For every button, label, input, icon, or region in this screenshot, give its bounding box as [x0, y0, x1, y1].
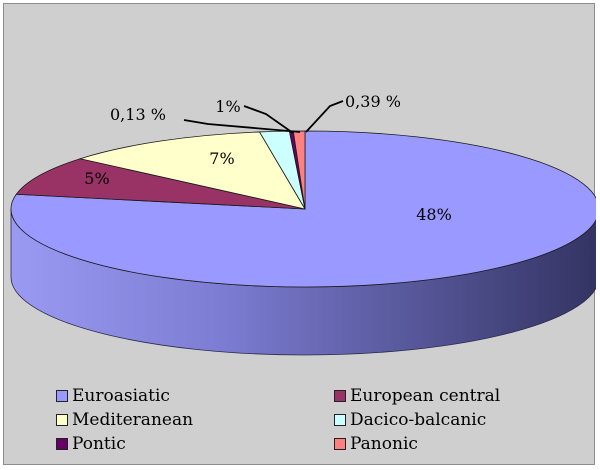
leader-line-panonic	[305, 100, 344, 133]
data-label-dacico-balcanic: 1%	[215, 97, 240, 116]
pie-slice-mediteranean	[78, 131, 306, 210]
legend-item-panonic: Panonic	[334, 433, 574, 454]
legend-swatch	[56, 389, 68, 402]
legend-label: Mediteranean	[72, 409, 194, 430]
legend-item-pontic: Pontic	[56, 433, 334, 454]
data-label-panonic: 0,39 %	[345, 92, 401, 111]
pie-slice-european-central	[15, 158, 306, 210]
legend-label: European central	[350, 385, 501, 406]
legend-item-euroasiatic: Euroasiatic	[56, 385, 334, 406]
legend-label: Dacico-balcanic	[350, 409, 487, 430]
pie-chart: 48% 5% 7% 1% 0,13 % 0,39 %	[10, 92, 596, 356]
data-label-euroasiatic: 48%	[416, 205, 452, 224]
legend-swatch	[56, 437, 68, 450]
data-label-european-central: 5%	[84, 169, 109, 188]
chart-area: 48% 5% 7% 1% 0,13 % 0,39 % Euroasiatic Europe…	[3, 3, 596, 465]
legend-swatch	[56, 413, 68, 426]
chart-legend: Euroasiatic European central Mediteranea…	[56, 385, 576, 454]
legend-swatch	[334, 389, 346, 402]
leader-line-pontic	[183, 119, 301, 133]
legend-label: Pontic	[72, 433, 126, 454]
leader-line-dacico-balcanic	[243, 105, 294, 134]
legend-item-dacico-balcanic: Dacico-balcanic	[334, 409, 574, 430]
legend-swatch	[334, 413, 346, 426]
legend-item-european-central: European central	[334, 385, 574, 406]
legend-swatch	[334, 437, 346, 450]
legend-item-mediteranean: Mediteranean	[56, 409, 334, 430]
legend-label: Panonic	[350, 433, 418, 454]
legend-label: Euroasiatic	[72, 385, 170, 406]
data-label-pontic: 0,13 %	[110, 105, 166, 124]
data-label-mediteranean: 7%	[209, 149, 234, 168]
